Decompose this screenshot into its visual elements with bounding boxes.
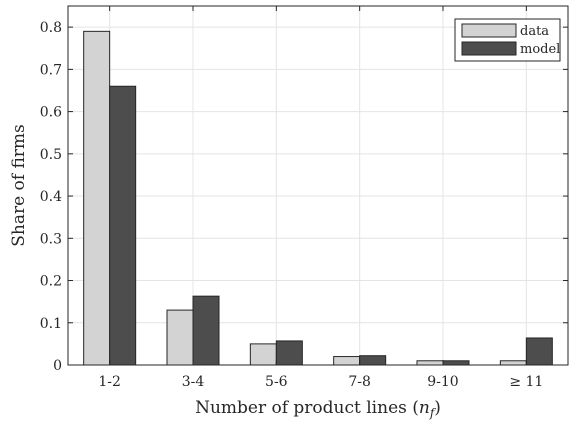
plot-frame [67,5,569,366]
y-tick-label: 0.8 [40,20,62,36]
bar-model [359,355,387,366]
axis-ticks: 0 0.1 0.2 0.3 0.4 0.5 0.6 0.7 0.8 1-2 3-4 5-6 7-8 9-1… [40,6,568,390]
legend-swatch-model [461,41,517,56]
y-tick-label: 0.1 [40,316,62,332]
y-tick-label: 0.3 [40,231,62,247]
y-tick-label: 0.7 [40,62,62,78]
bar-model [442,360,470,366]
bar-data [333,356,361,366]
bar-data [166,309,194,366]
bar-model [525,337,553,366]
y-tick-label: 0.4 [40,189,62,205]
x-axis-label: Number of product lines (nf) [195,398,441,420]
x-tick-label: 3-4 [182,374,205,390]
grid [68,6,568,366]
bar-model [192,295,220,366]
x-tick-label: ≥ 11 [509,374,543,390]
y-tick-label: 0.6 [40,105,62,121]
bar-data [83,30,111,366]
x-tick-label: 5-6 [265,374,288,390]
y-tick-label: 0.5 [40,147,62,163]
bar-data [249,343,277,366]
legend-label-data: data [520,24,549,39]
x-tick-label: 7-8 [348,374,371,390]
legend: data model [454,18,561,62]
bar-data [416,360,444,366]
bars [83,30,553,366]
bar-model [275,340,303,366]
bar-model [109,85,137,366]
y-tick-label: 0 [53,358,62,374]
x-tick-label: 9-10 [427,374,458,390]
legend-swatch-data [461,23,517,38]
legend-label-model: model [520,42,560,57]
y-tick-label: 0.2 [40,274,62,290]
bar-data [499,360,527,366]
y-axis-label: Share of firms [9,124,29,247]
x-tick-label: 1-2 [98,374,121,390]
